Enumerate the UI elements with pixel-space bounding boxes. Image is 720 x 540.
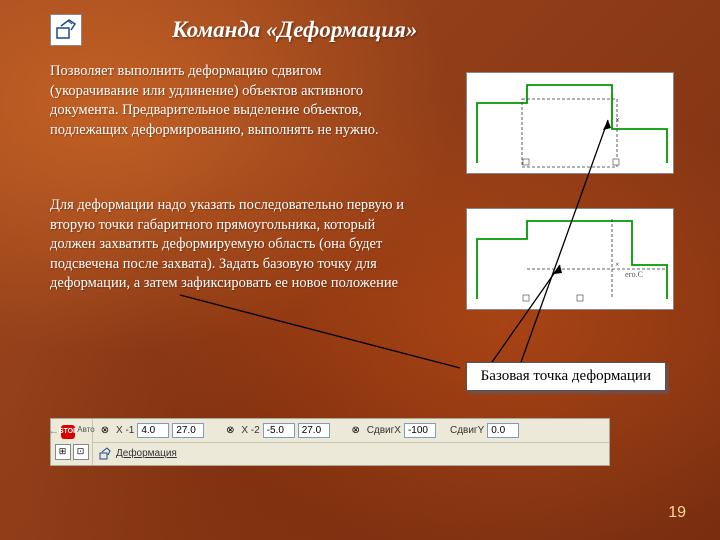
deformation-toolbar: ← STOP Авто ⊞ ⊡ ⊗ X -1 4.0 27.0 ⊗ X -2 -…: [50, 418, 610, 466]
deform-mini-icon[interactable]: [97, 446, 113, 462]
deform-tool-icon: [50, 14, 82, 46]
shiftx-input[interactable]: -100: [404, 423, 436, 438]
svg-text:×: ×: [615, 115, 620, 125]
shiftx-label: СдвигX: [367, 425, 401, 436]
svg-text:его.C: его.C: [625, 270, 643, 279]
shifty-label: СдвигY: [450, 425, 484, 436]
x2-label: X -2: [241, 425, 259, 436]
shifty-input[interactable]: 0.0: [487, 423, 519, 438]
deform-tab-label[interactable]: Деформация: [116, 448, 177, 459]
back-arrow-icon[interactable]: ←: [48, 425, 59, 439]
svg-text:×: ×: [615, 260, 620, 269]
steps-paragraph: Для деформации надо указать последовател…: [50, 196, 420, 294]
stop-icon[interactable]: STOP: [61, 425, 75, 439]
page-number: 19: [668, 504, 686, 522]
y1-input[interactable]: 27.0: [172, 423, 204, 438]
mode-btn-2[interactable]: ⊡: [73, 444, 89, 460]
point2-icon: ⊗: [222, 422, 238, 438]
x2-input[interactable]: -5.0: [263, 423, 295, 438]
y2-input[interactable]: 27.0: [298, 423, 330, 438]
shift-icon: ⊗: [348, 422, 364, 438]
intro-paragraph: Позволяет выполнить деформацию сдвигом (…: [50, 62, 400, 140]
base-point-callout: Базовая точка деформации: [466, 362, 666, 391]
point1-icon: ⊗: [97, 422, 113, 438]
x1-label: X -1: [116, 425, 134, 436]
page-title: Команда «Деформация»: [172, 17, 417, 43]
mode-btn-1[interactable]: ⊞: [55, 444, 71, 460]
diagram-after: × его.C: [466, 208, 674, 310]
diagram-before: ×: [466, 72, 674, 174]
x1-input[interactable]: 4.0: [137, 423, 169, 438]
